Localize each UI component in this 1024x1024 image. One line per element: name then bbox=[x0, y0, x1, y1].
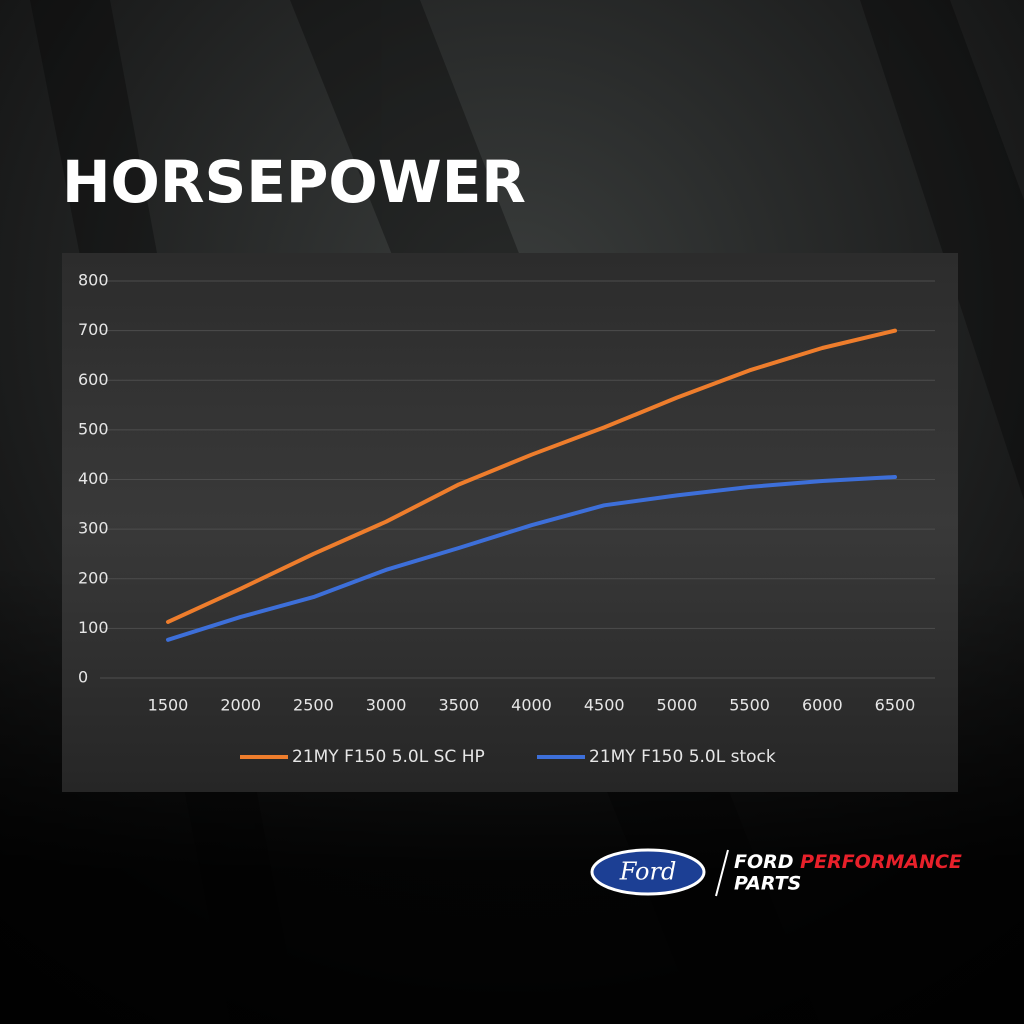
ford-oval bbox=[590, 848, 706, 896]
brand-ford: FORD bbox=[734, 851, 794, 873]
x-tick-label: 4000 bbox=[511, 696, 552, 715]
y-tick-label: 600 bbox=[78, 370, 109, 389]
x-tick-label: 6000 bbox=[802, 696, 843, 715]
ford-script: Ford bbox=[619, 858, 677, 886]
x-tick-label: 5500 bbox=[729, 696, 770, 715]
x-tick-label: 3000 bbox=[366, 696, 407, 715]
logo: Ford FORD PERFORMANCE PARTS bbox=[590, 848, 962, 897]
chart-title: HORSEPOWER bbox=[62, 148, 526, 216]
y-tick-label: 0 bbox=[78, 668, 88, 687]
y-tick-label: 700 bbox=[78, 320, 109, 339]
y-tick-label: 400 bbox=[78, 469, 109, 488]
x-tick-label: 5000 bbox=[657, 696, 698, 715]
x-tick-label: 2500 bbox=[293, 696, 334, 715]
x-tick-label: 2000 bbox=[220, 696, 261, 715]
brand-line1: FORD PERFORMANCE bbox=[734, 851, 962, 873]
divider bbox=[715, 849, 729, 897]
chart-panel bbox=[62, 253, 958, 792]
brand-performance: PERFORMANCE bbox=[800, 851, 962, 873]
x-tick-label: 6500 bbox=[875, 696, 916, 715]
x-tick-label: 1500 bbox=[148, 696, 189, 715]
line-series bbox=[166, 328, 897, 624]
x-tick-label: 3500 bbox=[438, 696, 479, 715]
line-series bbox=[166, 475, 897, 642]
brand-line2: PARTS bbox=[734, 873, 801, 895]
legend-label: 21MY F150 5.0L SC HP bbox=[292, 747, 485, 767]
y-tick-label: 100 bbox=[78, 618, 109, 637]
x-tick-label: 4500 bbox=[584, 696, 625, 715]
y-tick-label: 300 bbox=[78, 519, 109, 538]
y-tick-label: 200 bbox=[78, 568, 109, 587]
y-tick-label: 800 bbox=[78, 271, 109, 290]
y-tick-label: 500 bbox=[78, 419, 109, 438]
legend-label: 21MY F150 5.0L stock bbox=[589, 747, 776, 767]
